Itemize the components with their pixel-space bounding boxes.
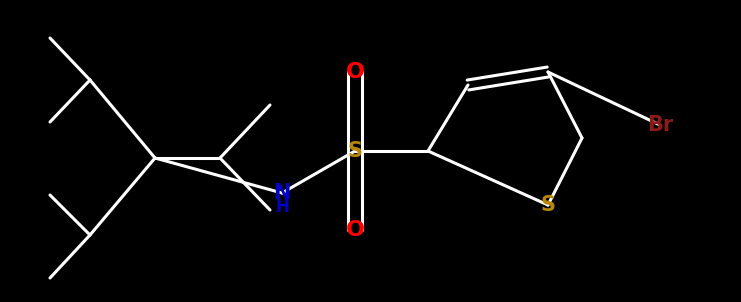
Text: S: S — [348, 141, 362, 161]
Text: Br: Br — [647, 115, 673, 135]
Text: H: H — [275, 198, 289, 216]
Text: N: N — [273, 183, 290, 203]
Text: O: O — [345, 62, 365, 82]
Text: O: O — [345, 220, 365, 240]
Text: S: S — [540, 195, 556, 215]
